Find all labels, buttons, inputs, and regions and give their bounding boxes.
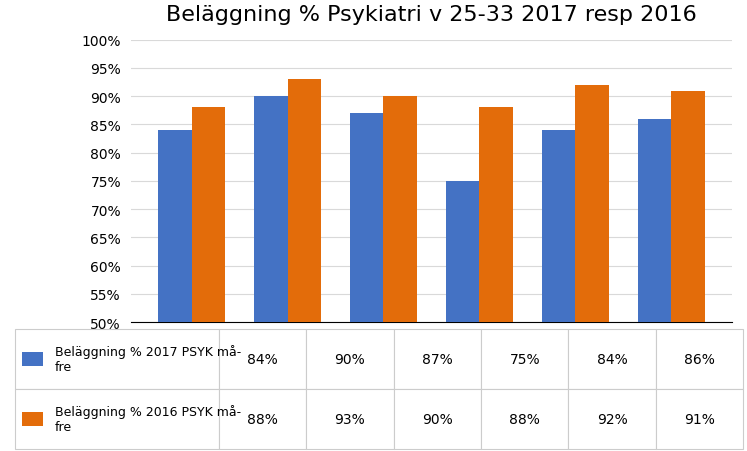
Title: Beläggning % Psykiatri v 25-33 2017 resp 2016: Beläggning % Psykiatri v 25-33 2017 resp…: [166, 5, 697, 25]
Bar: [542, 131, 575, 451]
Bar: [350, 114, 383, 451]
Bar: [638, 120, 671, 451]
Bar: [383, 97, 417, 451]
Bar: [158, 131, 192, 451]
Bar: [254, 97, 288, 451]
Bar: [288, 80, 321, 451]
Bar: [480, 108, 513, 451]
Text: Beläggning % 2017 PSYK må-
fre: Beläggning % 2017 PSYK må- fre: [55, 345, 241, 373]
Bar: [192, 108, 225, 451]
Bar: [446, 182, 480, 451]
Bar: [575, 86, 609, 451]
Text: Beläggning % 2016 PSYK må-
fre: Beläggning % 2016 PSYK må- fre: [55, 405, 241, 433]
Bar: [671, 91, 704, 451]
